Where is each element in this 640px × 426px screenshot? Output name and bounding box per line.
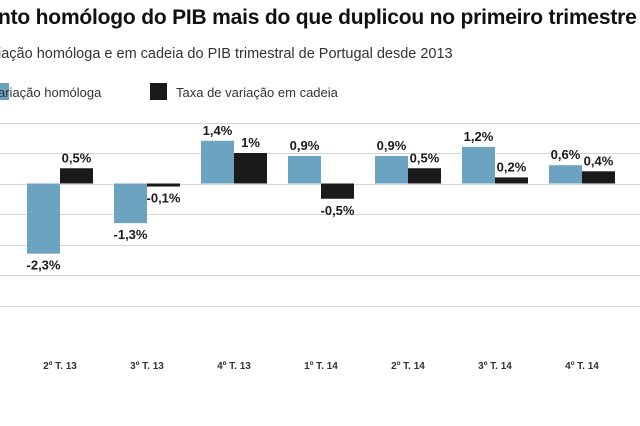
data-label-year-on-year: 1,2%	[464, 129, 494, 144]
data-label-year-on-year: 1,4%	[203, 123, 233, 138]
bar-quarter-on-quarter	[60, 168, 93, 184]
data-label-year-on-year: -1,3%	[114, 227, 148, 242]
bar-year-on-year	[201, 140, 234, 184]
bar-year-on-year	[462, 146, 495, 184]
x-tick-label: 4º T. 13	[217, 361, 251, 372]
bar-quarter-on-quarter	[582, 171, 615, 184]
x-tick-label: 2º T. 14	[391, 361, 425, 372]
legend-label-quarter-on-quarter: Taxa de variação em cadeia	[176, 85, 338, 100]
legend-swatch-year-on-year	[0, 83, 9, 100]
chart-ticks: 2º T. 13 3º T. 13 4º T. 13 1º T. 14 2º T. 14…	[43, 361, 599, 372]
bar-year-on-year	[288, 156, 321, 184]
legend-label-year-on-year: ariação homóloga	[0, 85, 102, 100]
x-tick-label: 3º T. 14	[478, 361, 512, 372]
data-label-quarter-on-quarter: 1%	[241, 135, 260, 150]
bar-quarter-on-quarter	[321, 183, 354, 199]
bar-quarter-on-quarter	[234, 153, 267, 184]
x-tick-label: 4º T. 14	[565, 361, 599, 372]
data-label-year-on-year: 0,9%	[377, 138, 407, 153]
chart-grid	[0, 123, 640, 307]
data-label-year-on-year: -2,3%	[27, 258, 61, 273]
bar-quarter-on-quarter	[495, 177, 528, 184]
data-label-quarter-on-quarter: 0,5%	[410, 150, 440, 165]
x-tick-label: 3º T. 13	[130, 361, 164, 372]
chart-title: nto homólogo do PIB mais do que duplicou…	[0, 6, 637, 29]
data-label-quarter-on-quarter: -0,1%	[147, 191, 181, 206]
bar-year-on-year	[27, 183, 60, 254]
bar-year-on-year	[549, 165, 582, 184]
data-label-quarter-on-quarter: 0,5%	[62, 150, 92, 165]
chart-labels: -2,3%0,5%-1,3%-0,1%1,4%1% 0,9%-0,5%0,9%0,…	[27, 123, 614, 273]
bar-quarter-on-quarter	[147, 183, 180, 187]
data-label-year-on-year: 0,6%	[551, 147, 581, 162]
data-label-quarter-on-quarter: -0,5%	[321, 203, 355, 218]
bar-quarter-on-quarter	[408, 168, 441, 184]
data-label-quarter-on-quarter: 0,4%	[584, 153, 614, 168]
bar-year-on-year	[114, 183, 147, 224]
x-tick-label: 2º T. 13	[43, 361, 77, 372]
x-tick-label: 1º T. 14	[304, 361, 338, 372]
data-label-quarter-on-quarter: 0,2%	[497, 159, 527, 174]
chart-bars	[27, 140, 615, 254]
bar-year-on-year	[375, 156, 408, 184]
data-label-year-on-year: 0,9%	[290, 138, 320, 153]
legend-swatch-quarter-on-quarter	[150, 83, 167, 100]
chart-subtitle: iação homóloga e em cadeia do PIB trimes…	[0, 46, 453, 62]
